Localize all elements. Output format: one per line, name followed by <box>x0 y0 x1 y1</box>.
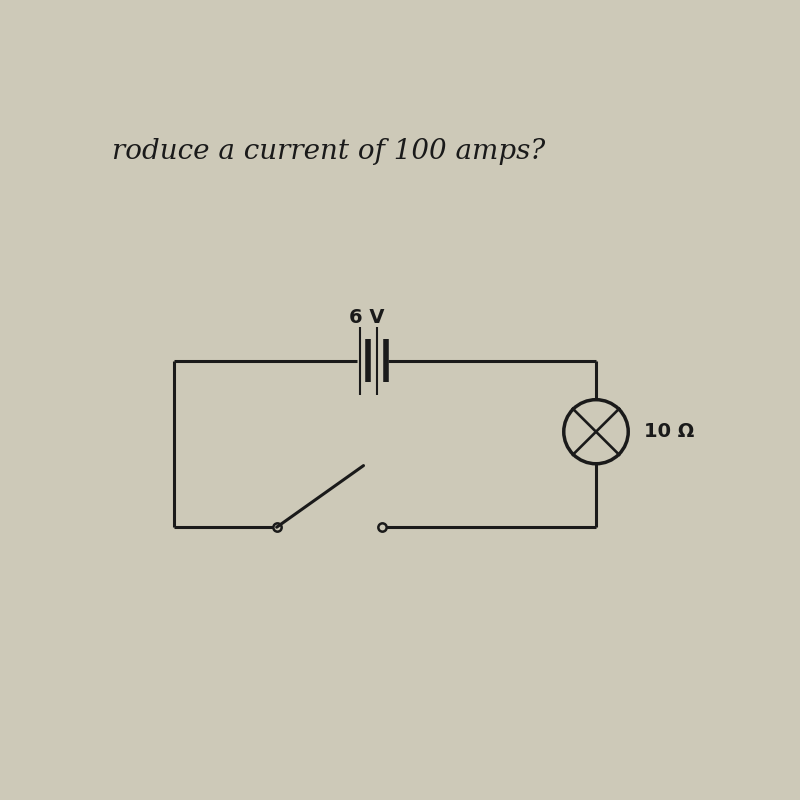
Text: 6 V: 6 V <box>349 308 384 327</box>
Text: 10 Ω: 10 Ω <box>644 422 694 442</box>
Text: roduce a current of 100 amps?: roduce a current of 100 amps? <box>112 138 546 165</box>
